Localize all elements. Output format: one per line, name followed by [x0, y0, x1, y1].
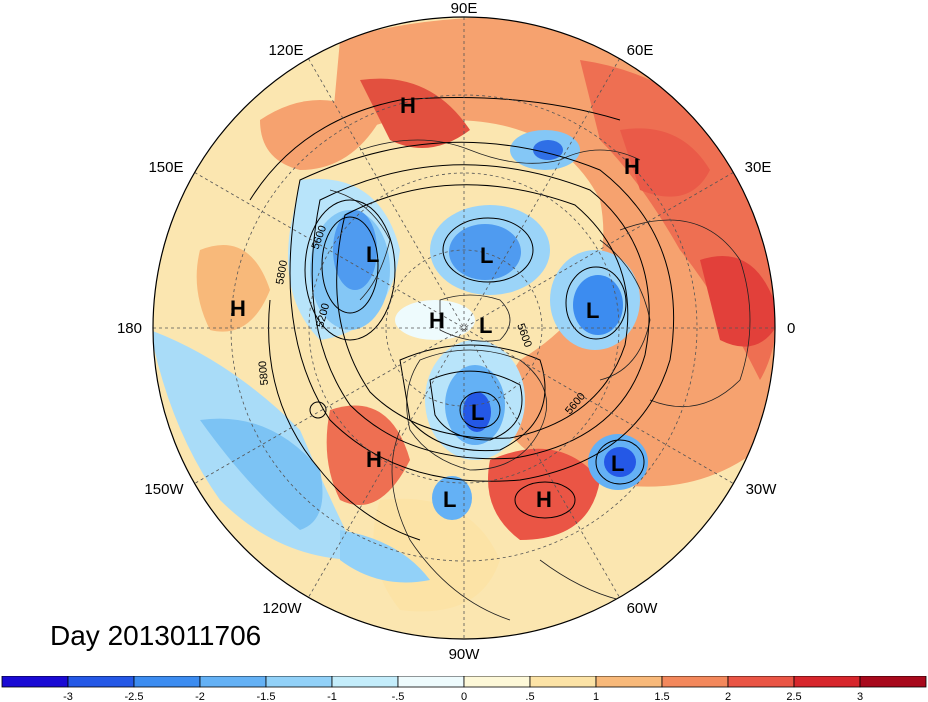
h-pacific-west: H: [230, 296, 246, 321]
lon-label-120w: 120W: [262, 600, 302, 617]
lon-label-60w: 60W: [627, 600, 659, 617]
colorbar-label: -2.5: [125, 691, 144, 702]
colorbar-label: 2: [725, 691, 731, 702]
colorbar-label: 0: [461, 691, 467, 702]
h-subtropical-atlantic: H: [536, 487, 552, 512]
colorbar-swatch: [331, 676, 399, 688]
l-laptev: L: [480, 243, 493, 268]
colorbar-swatch: [67, 676, 135, 688]
l-baffin: L: [471, 400, 484, 425]
colorbar-swatch: [595, 676, 663, 688]
l-atlantic: L: [611, 451, 624, 476]
colorbar-label: -1.5: [257, 691, 276, 702]
lon-label-150e: 150E: [148, 159, 183, 176]
colorbar-label: .5: [525, 691, 534, 702]
colorbar-swatch: [1, 676, 69, 688]
colorbar-swatches: [1, 676, 927, 688]
l-scandinavia: L: [586, 298, 599, 323]
colorbar-label: 2.5: [786, 691, 801, 702]
h-west-us: H: [366, 447, 382, 472]
longitude-labels: 90E 60E 30E 0 30W 60W 90W 120W 150W 180 …: [117, 0, 795, 663]
lon-label-120e: 120E: [268, 42, 303, 59]
height-contours: [249, 97, 675, 541]
colorbar-swatch: [529, 676, 597, 688]
colorbar-swatch: [133, 676, 201, 688]
colorbar-swatch: [397, 676, 465, 688]
lon-label-90e: 90E: [451, 0, 478, 17]
l-east-us: L: [443, 487, 456, 512]
lon-label-0: 0: [787, 320, 795, 337]
colorbar-label: -3: [63, 691, 73, 702]
colorbar-label: 1: [593, 691, 599, 702]
contour-label: 5800: [257, 360, 271, 385]
colorbar-swatch: [661, 676, 729, 688]
l-kamchatka: L: [366, 242, 379, 267]
colorbar-swatch: [793, 676, 861, 688]
lon-label-180: 180: [117, 320, 142, 337]
colorbar-swatch: [265, 676, 333, 688]
anomaly-field: [153, 17, 775, 639]
colorbar-label: -2: [195, 691, 205, 702]
polar-map: 5600 5800 5200 5800 5600 5600 H H L L L …: [117, 0, 795, 663]
colorbar-swatch: [199, 676, 267, 688]
h-alaska: H: [429, 308, 445, 333]
colorbar: -3 -2.5 -2 -1.5 -1 -.5 0 .5 1 1.5 2 2.5 3: [1, 676, 927, 702]
colorbar-swatch: [727, 676, 795, 688]
h-europe: H: [624, 154, 640, 179]
colorbar-labels: -3 -2.5 -2 -1.5 -1 -.5 0 .5 1 1.5 2 2.5 3: [63, 691, 863, 702]
colorbar-label: -1: [327, 691, 337, 702]
graticule: [153, 17, 775, 639]
lon-label-30w: 30W: [746, 481, 778, 498]
lon-label-60e: 60E: [627, 42, 654, 59]
lon-label-90w: 90W: [449, 646, 481, 663]
h-east-siberia: H: [400, 93, 416, 118]
map-boundary: [152, 16, 776, 640]
l-arctic: L: [479, 313, 492, 338]
lon-label-150w: 150W: [144, 481, 184, 498]
date-title: Day 2013011706: [50, 620, 262, 651]
colorbar-label: -.5: [392, 691, 405, 702]
colorbar-label: 3: [857, 691, 863, 702]
colorbar-swatch: [859, 676, 927, 688]
pressure-centers: H H L L L H H L L L H L H: [230, 93, 640, 512]
contour-label: 5800: [274, 259, 290, 285]
colorbar-swatch: [463, 676, 531, 688]
lon-label-30e: 30E: [745, 159, 772, 176]
colorbar-label: 1.5: [654, 691, 669, 702]
